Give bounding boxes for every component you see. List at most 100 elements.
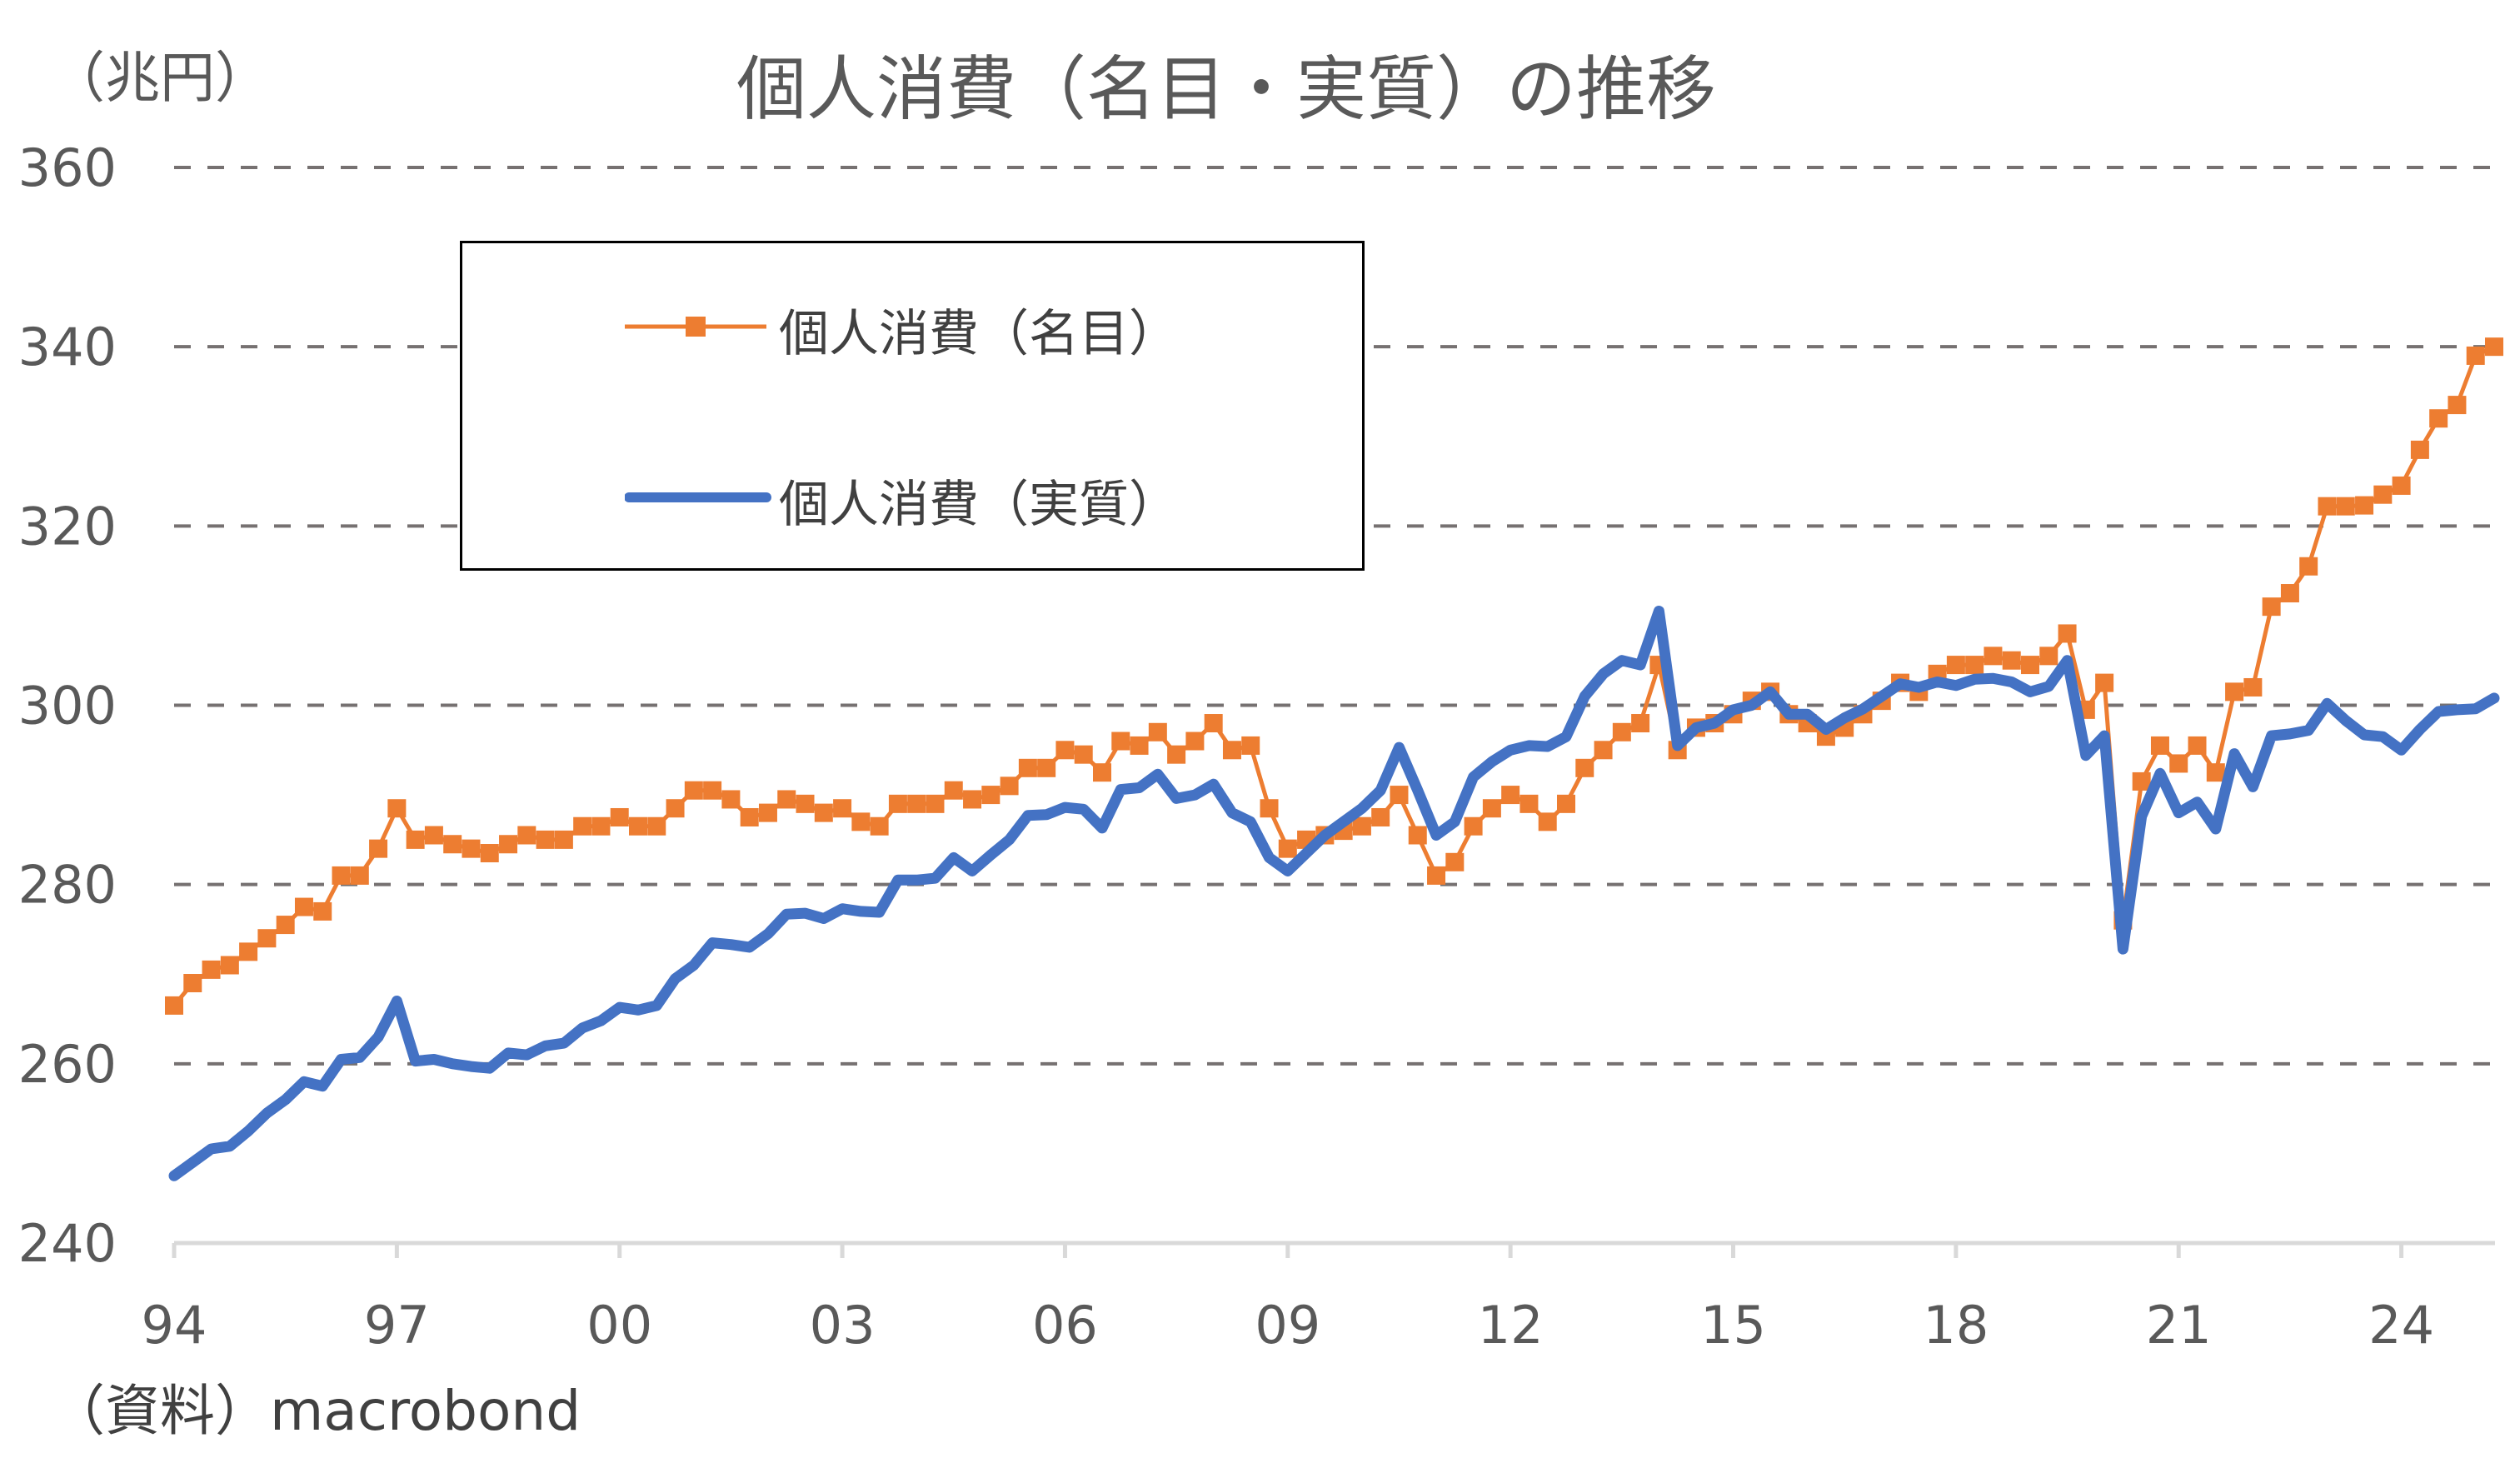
data-point-nominal [294, 897, 313, 916]
data-point-nominal [1575, 758, 1594, 777]
y-tick-label: 320 [18, 496, 117, 557]
data-point-nominal [1000, 776, 1019, 796]
data-point-nominal [2095, 673, 2114, 692]
data-point-nominal [2058, 624, 2077, 643]
x-tick-label: 21 [2146, 1295, 2212, 1356]
data-point-nominal [740, 807, 759, 826]
data-point-nominal [1408, 826, 1427, 845]
data-point-nominal [1984, 647, 2003, 666]
y-tick-label: 280 [18, 855, 117, 916]
data-point-nominal [313, 901, 332, 921]
data-point-nominal [536, 830, 555, 849]
data-point-nominal [2150, 736, 2169, 755]
x-axis [172, 1241, 2495, 1258]
data-point-nominal [220, 956, 239, 975]
y-tick-labels: 240 260 280 300 320 340 360 [18, 137, 117, 1274]
data-point-nominal [1204, 714, 1223, 733]
y-axis-unit-label: （兆円） [50, 46, 270, 110]
data-point-nominal [926, 794, 945, 813]
data-point-nominal [1612, 722, 1631, 741]
x-tick-labels: 94 97 00 03 06 09 12 15 18 21 24 [142, 1295, 2435, 1356]
data-point-nominal [1111, 731, 1130, 751]
data-point-nominal [610, 807, 629, 826]
data-point-nominal [406, 830, 425, 849]
data-point-nominal [480, 844, 499, 863]
data-point-nominal [814, 803, 833, 822]
data-point-nominal [2002, 651, 2021, 670]
data-point-nominal [2355, 496, 2374, 515]
data-point-nominal [796, 794, 815, 813]
data-point-nominal [666, 799, 685, 818]
legend-label-nominal: 個人消費（名目） [779, 305, 1179, 363]
legend-marker-real [625, 492, 771, 502]
data-point-nominal [2280, 584, 2299, 603]
y-tick-label: 260 [18, 1034, 117, 1095]
data-point-nominal [350, 866, 369, 885]
data-point-nominal [2243, 677, 2263, 697]
data-point-nominal [703, 781, 722, 800]
data-point-nominal [1130, 736, 1149, 755]
data-point-nominal [870, 816, 889, 836]
data-point-nominal [758, 803, 777, 822]
data-point-nominal [2039, 647, 2058, 666]
data-point-nominal [777, 790, 796, 809]
data-point-nominal [462, 839, 481, 858]
data-point-nominal [2448, 396, 2467, 415]
x-tick-label: 15 [1700, 1295, 1766, 1356]
data-point-nominal [1946, 656, 1965, 675]
y-tick-label: 240 [18, 1213, 117, 1274]
data-point-nominal [647, 816, 666, 836]
data-point-nominal [387, 799, 407, 818]
data-point-nominal [2373, 485, 2393, 504]
data-point-nominal [1501, 786, 1520, 805]
data-point-nominal [499, 835, 518, 854]
x-tick-label: 12 [1478, 1295, 1544, 1356]
data-point-nominal [1427, 866, 1446, 885]
data-point-nominal [629, 816, 647, 836]
data-point-nominal [424, 826, 443, 845]
data-point-nominal [1464, 816, 1483, 836]
chart-title: 個人消費（名目・実質）の推移 [736, 48, 1716, 130]
data-point-nominal [1167, 745, 1186, 764]
data-point-nominal [1965, 656, 1984, 675]
data-point-nominal [369, 839, 388, 858]
data-point-nominal [907, 794, 926, 813]
data-point-nominal [517, 826, 536, 845]
data-point-nominal [2169, 754, 2188, 773]
data-point-nominal [963, 790, 982, 809]
data-point-nominal [2132, 771, 2151, 791]
data-point-nominal [165, 996, 183, 1015]
data-point-nominal [888, 794, 907, 813]
y-tick-label: 300 [18, 676, 117, 736]
x-tick-label: 03 [810, 1295, 876, 1356]
series-layer [165, 337, 2503, 1181]
data-point-nominal [2299, 557, 2318, 576]
data-point-nominal [2225, 682, 2244, 702]
legend-marker-nominal [625, 317, 766, 337]
data-point-nominal [721, 790, 741, 809]
data-point-nominal [1371, 807, 1390, 826]
data-point-nominal [1148, 722, 1167, 741]
data-point-nominal [2429, 409, 2448, 428]
data-point-nominal [1093, 763, 1111, 782]
data-point-nominal [2336, 497, 2355, 516]
x-tick-label: 06 [1032, 1295, 1098, 1356]
data-point-nominal [1352, 816, 1371, 836]
data-point-nominal [2188, 736, 2207, 755]
data-point-nominal [1260, 799, 1279, 818]
data-point-nominal [554, 830, 573, 849]
data-point-nominal [1037, 758, 1056, 777]
x-tick-label: 94 [142, 1295, 207, 1356]
data-point-nominal [183, 974, 202, 993]
data-point-nominal [851, 812, 871, 831]
data-point-nominal [1482, 799, 1501, 818]
data-point-nominal [1519, 794, 1539, 813]
data-point-nominal [833, 799, 852, 818]
data-point-nominal [276, 916, 295, 935]
data-point-nominal [257, 929, 277, 948]
legend-label-real: 個人消費（実質） [779, 476, 1179, 534]
data-point-nominal [2318, 497, 2337, 516]
x-tick-label: 24 [2368, 1295, 2434, 1356]
data-point-nominal [1055, 741, 1075, 760]
